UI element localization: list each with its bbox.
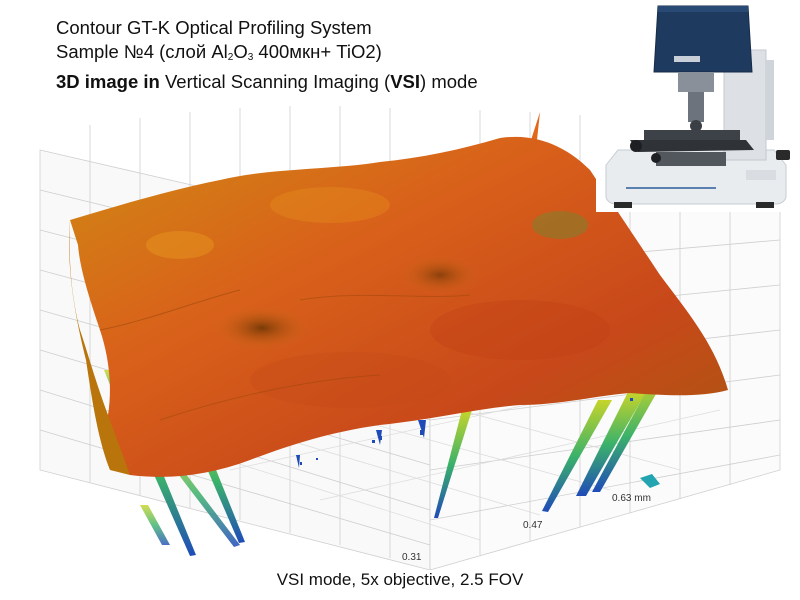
title-line-3-text: Vertical Scanning Imaging ( [159,71,391,92]
title-line-2-sub-1: 2 [227,52,234,63]
noise-points [300,398,633,465]
title-line-3-end: ) mode [420,71,478,92]
axis-tick-047: 0.47 [523,520,543,531]
title-line-3: 3D image in Vertical Scanning Imaging (V… [56,70,478,94]
axis-tick-031: 0.31 [402,552,422,563]
surface-3d-plot [39,106,781,570]
title-line-3-vsi: VSI [390,71,421,92]
title-line-2-mid: O [233,41,248,62]
title-line-1: Contour GT-K Optical Profiling System [56,17,372,38]
axis-tick-063: 0.63 mm [612,493,651,504]
surface-mesh [69,136,728,477]
image-caption: VSI mode, 5x objective, 2.5 FOV [276,570,524,589]
title-line-2-prefix: Sample №4 (слой Al [56,41,228,62]
title-line-3-highlight: 3D image in [56,71,160,92]
title-line-2: Sample №4 (слой Al2O3 400мкн+ TiO2) [56,40,478,70]
instrument-photo [596,0,800,212]
title-line-2-sub-2: 3 [247,52,254,63]
title-line-2-suffix: 400мкн+ TiO2) [253,41,382,62]
slide-title: Contour GT-K Optical Profiling System Sa… [56,16,478,94]
